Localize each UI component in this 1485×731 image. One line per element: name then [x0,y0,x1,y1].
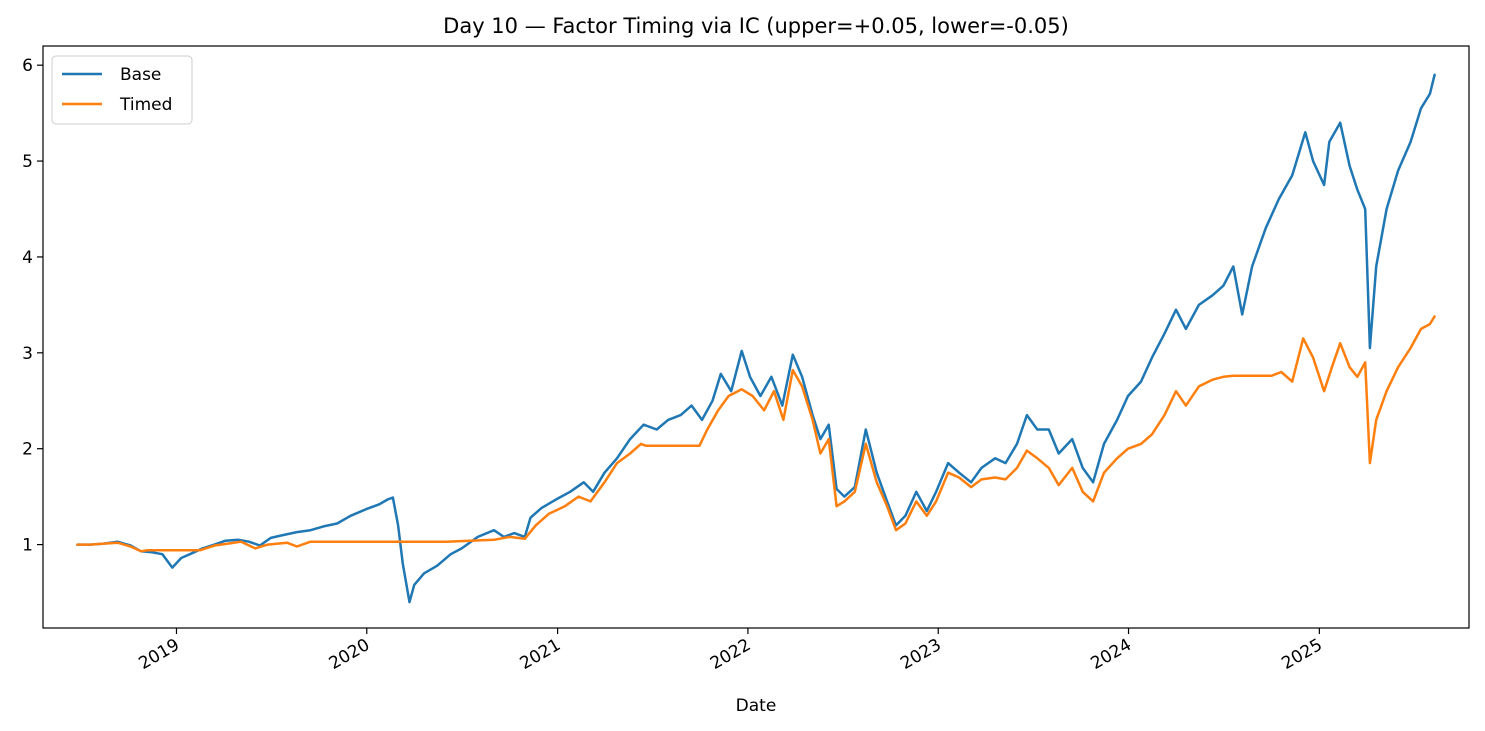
plot-area [43,46,1469,628]
y-tick-label: 3 [22,344,33,364]
series-line-timed [76,315,1436,553]
x-axis-title: Date [736,696,777,716]
y-axis: 1 2 3 4 5 6 [22,56,43,556]
y-tick-label: 1 [22,536,33,556]
chart-title: Day 10 — Factor Timing via IC (upper=+0.… [443,14,1069,38]
series-line-base [76,73,1436,604]
legend: Base Timed [51,55,193,125]
legend-label-timed: Timed [119,95,172,115]
legend-label-base: Base [120,65,161,85]
y-tick-label: 5 [22,152,33,172]
y-tick-label: 2 [22,440,33,460]
y-tick-label: 4 [22,248,33,268]
plot-frame [42,45,1470,629]
series-layer [76,73,1436,604]
y-tick-label: 6 [22,56,33,76]
